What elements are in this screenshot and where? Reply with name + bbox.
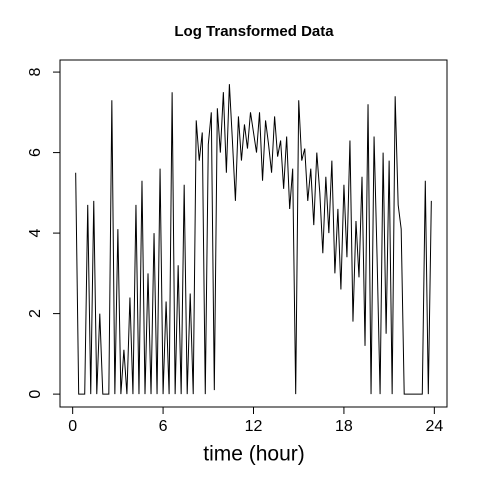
y-tick-label: 2	[27, 309, 44, 318]
x-tick-label: 24	[425, 418, 443, 435]
chart-title: Log Transformed Data	[174, 23, 334, 40]
y-tick-label: 0	[27, 390, 44, 399]
y-tick-label: 8	[27, 68, 44, 77]
x-tick-label: 12	[245, 418, 263, 435]
x-tick-label: 18	[335, 418, 353, 435]
x-axis-label: time (hour)	[203, 443, 305, 466]
y-tick-label: 6	[27, 148, 44, 157]
x-tick-label: 0	[68, 418, 77, 435]
data-line	[75, 84, 432, 395]
x-tick-label: 6	[159, 418, 168, 435]
y-tick-label: 4	[27, 229, 44, 238]
